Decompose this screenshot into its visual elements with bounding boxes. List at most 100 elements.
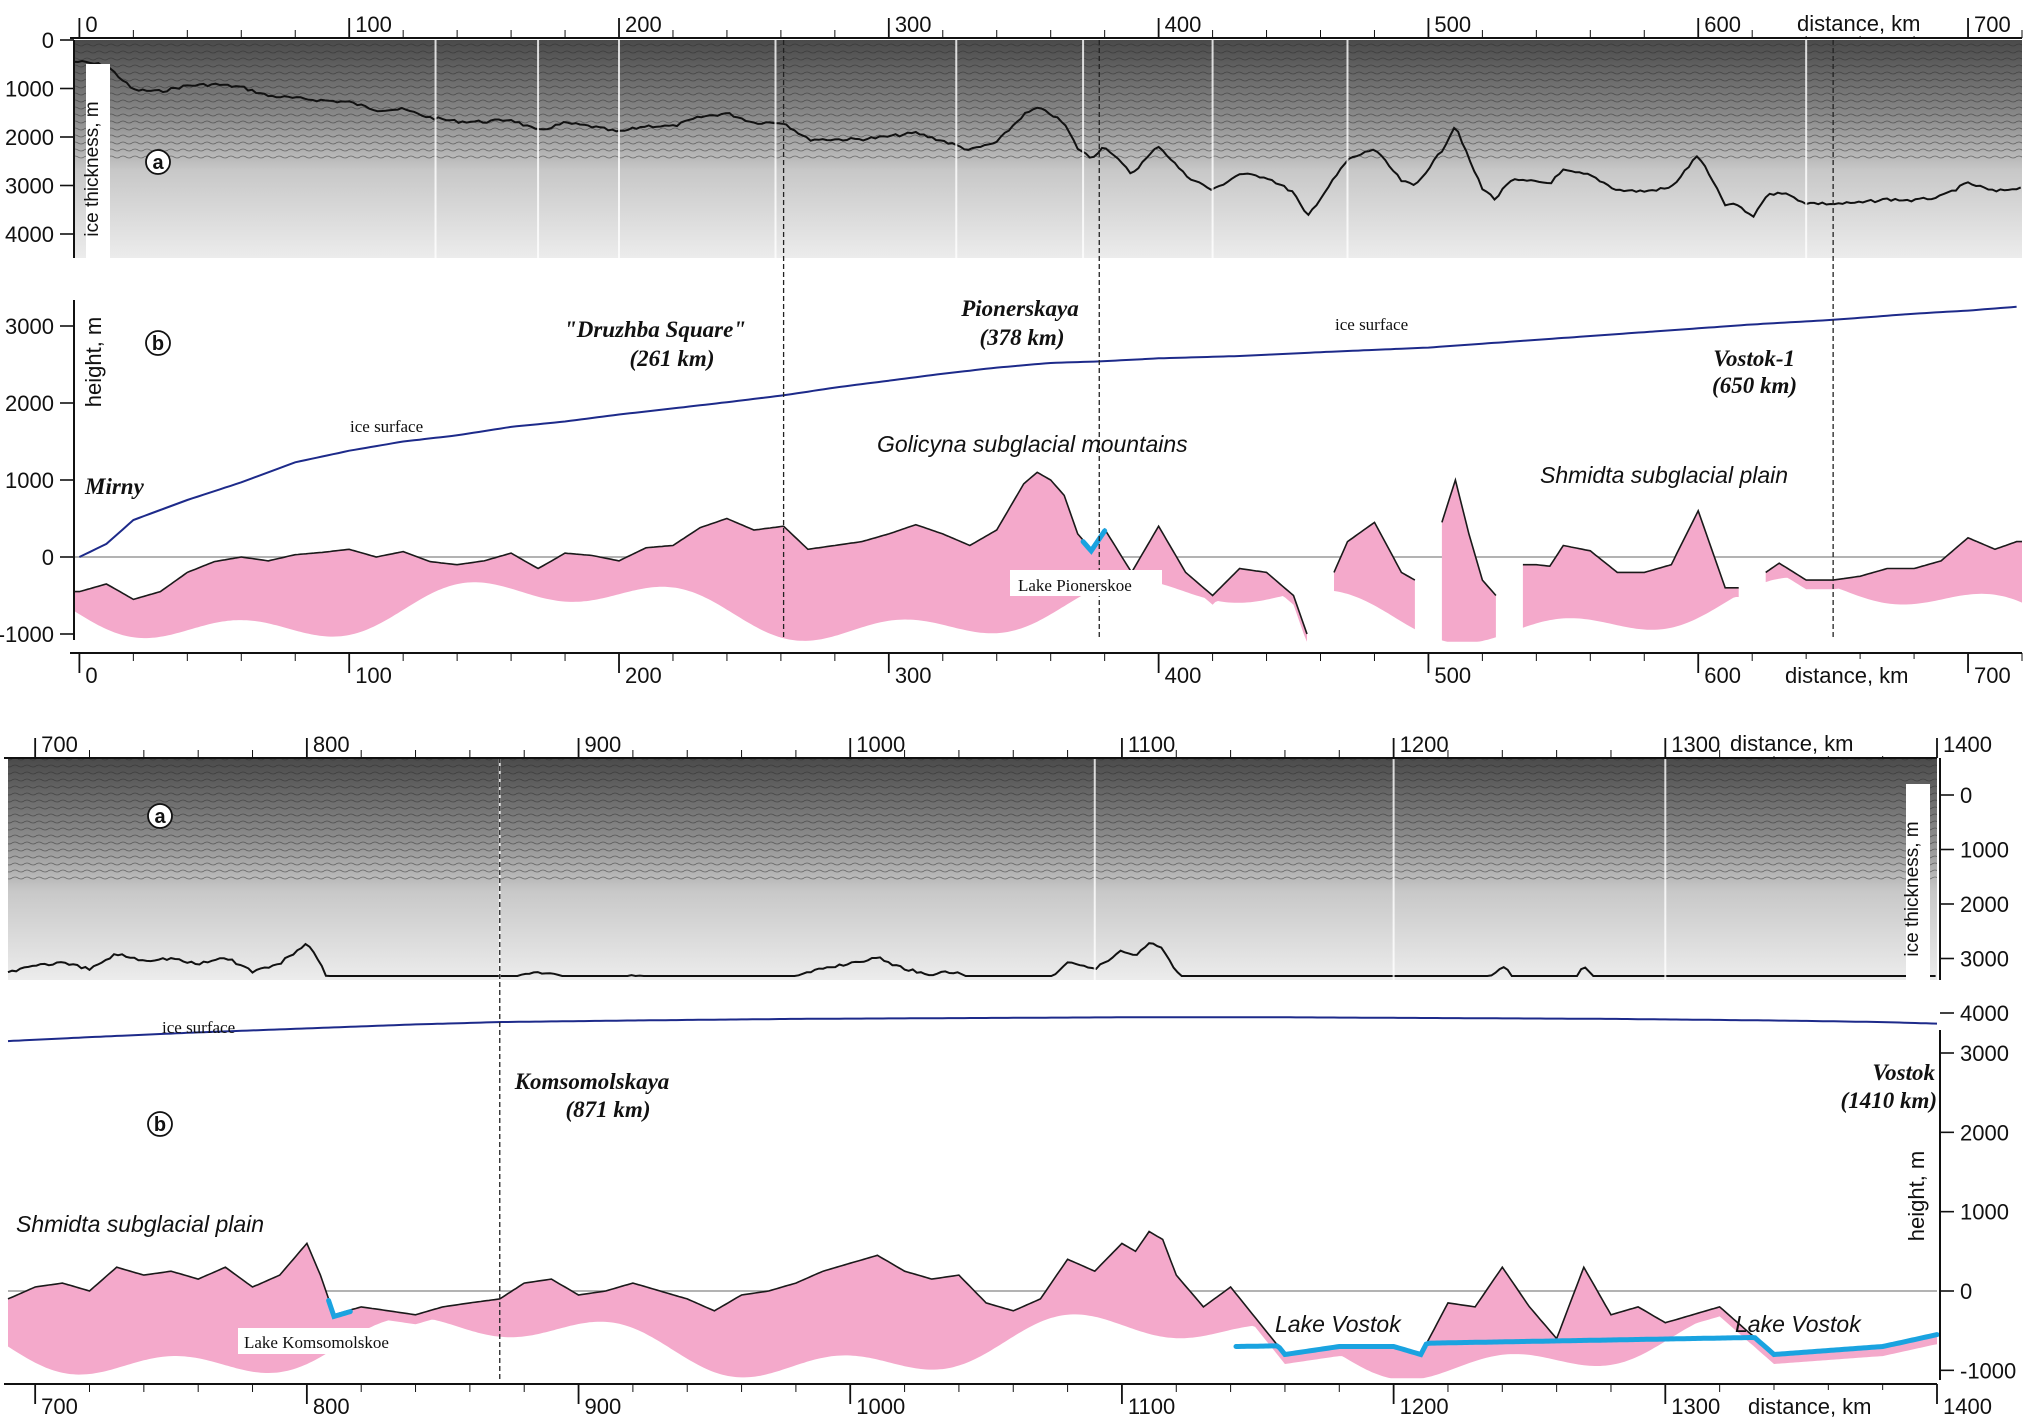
height-axis-label: height, m [81, 317, 106, 408]
height-tick-label: 1000 [1960, 1200, 2009, 1225]
lake-pionerskoe-label: Lake Pionerskoe [1018, 576, 1132, 595]
height-tick-label: -1000 [0, 622, 54, 647]
bottom-x-tick-label: 1400 [1943, 1394, 1992, 1419]
height-tick-label: 3000 [1960, 1041, 2009, 1066]
bottom-x-axis-label: distance, km [1748, 1394, 1872, 1419]
top-x-axis-label: distance, km [1730, 731, 1854, 756]
top-x-tick-label: 600 [1704, 12, 1741, 37]
axes: 0 0 100 100 200 200 300 300 400 400 500 500 600 600 70… [0, 10, 2023, 688]
ice-thickness-label-bg [86, 64, 110, 274]
bottom-x-tick-label: 700 [41, 1394, 78, 1419]
station-vostok-distance: (1410 km) [1841, 1088, 1937, 1113]
top-x-tick-label: 900 [585, 732, 622, 757]
top-x-tick-label: 700 [1974, 12, 2011, 37]
top-x-tick-label: 1000 [856, 732, 905, 757]
station-druzhba: "Druzhba Square" [564, 317, 746, 342]
ice-thickness-tick-label: 4000 [1960, 1001, 2009, 1026]
axes: 700 700 800 800 900 900 1000 1000 1100 1100 1200 12… [4, 730, 2016, 1419]
top-x-tick-label: 100 [355, 12, 392, 37]
subpanel-b-marker-circle [145, 330, 171, 356]
top-x-tick-label: 1300 [1671, 732, 1720, 757]
lake-label-bg [1010, 570, 1162, 596]
top-x-tick-label: 1400 [1943, 732, 1992, 757]
height-tick-label: 3000 [5, 314, 54, 339]
bottom-x-tick-label: 900 [585, 1394, 622, 1419]
bedrock-line [1333, 521, 1416, 581]
station-pionerskaya: Pionerskaya [960, 296, 1079, 321]
bottom-x-axis-label: distance, km [1785, 663, 1909, 688]
bedrock-fill [1334, 522, 1415, 630]
radar-bed-echo [73, 59, 2022, 219]
ice-surface-label: ice surface [1335, 315, 1408, 334]
station-komsomolskaya: Komsomolskaya [514, 1069, 670, 1094]
height-tick-label: 1000 [5, 468, 54, 493]
station-pionerskaya-distance: (378 km) [980, 325, 1065, 350]
region-golicyna: Golicyna subglacial mountains [877, 431, 1188, 457]
radar-layering [8, 758, 1937, 881]
radar-bed-echo [7, 942, 1936, 978]
bottom-x-tick-label: 1000 [856, 1394, 905, 1419]
radar-layering [74, 40, 2022, 160]
ice-thickness-tick-label: 2000 [1960, 892, 2009, 917]
bottom-x-tick-label: 600 [1704, 663, 1741, 688]
bottom-x-tick-label: 200 [625, 663, 662, 688]
top-x-tick-label: 200 [625, 12, 662, 37]
bedrock-fill [1522, 510, 1739, 630]
lake-vostok-label-1: Lake Vostok [1275, 1311, 1402, 1337]
station-komsomolskaya-distance: (871 km) [566, 1097, 651, 1122]
lake-vostok-label-2: Lake Vostok [1735, 1311, 1862, 1337]
bottom-x-tick-label: 1200 [1400, 1394, 1449, 1419]
top-x-tick-label: 1200 [1400, 732, 1449, 757]
station-druzhba-distance: (261 km) [630, 346, 715, 371]
ice-thickness-tick-label: 1000 [5, 77, 54, 102]
height-tick-label: 2000 [5, 391, 54, 416]
station-mirny: Mirny [84, 474, 145, 499]
top-x-tick-label: 500 [1434, 12, 1471, 37]
top-panel: a ice thickness, m b ice surface ice surface… [0, 10, 2023, 688]
bedrock-fill [1441, 480, 1496, 642]
region-shmidta-top: Shmidta subglacial plain [1540, 462, 1788, 488]
bottom-x-tick-label: 300 [895, 663, 932, 688]
bottom-x-tick-label: 1100 [1128, 1394, 1175, 1419]
ice-surface-label: ice surface [162, 1018, 235, 1037]
x-label-bg [1744, 1390, 1912, 1418]
bedrock-fill [1765, 537, 2022, 605]
bedrock-line [1765, 536, 2022, 581]
bottom-x-tick-label: 1300 [1671, 1394, 1720, 1419]
subpanel-b-marker-label: b [152, 333, 164, 355]
radar-subpanel: a ice thickness, m [7, 758, 1937, 994]
ice-thickness-tick-label: 0 [1960, 783, 1972, 808]
subglacial-lake [1080, 528, 1108, 555]
height-tick-label: 0 [42, 545, 54, 570]
subpanel-a-marker-label: a [152, 152, 164, 174]
height-tick-label: 0 [1960, 1279, 1972, 1304]
subglacial-lake [326, 1298, 353, 1320]
subpanel-b-marker-label: b [154, 1114, 166, 1136]
bottom-x-tick-label: 800 [313, 1394, 350, 1419]
bottom-x-tick-label: 0 [85, 663, 97, 688]
subpanel-b-marker-circle [147, 1111, 173, 1137]
height-axis-label: height, m [1904, 1151, 1929, 1242]
top-x-tick-label: 800 [313, 732, 350, 757]
subglacial-lake [1233, 1332, 1940, 1358]
ice-surface-line [7, 1016, 1938, 1043]
x-label-bg [1793, 10, 1961, 36]
bottom-x-tick-label: 500 [1434, 663, 1471, 688]
subpanel-a-marker-circle [145, 149, 171, 175]
ice-thickness-tick-label: 0 [42, 28, 54, 53]
bedrock-line [1441, 477, 1497, 597]
radar-subpanel: a ice thickness, m [73, 40, 2022, 274]
subpanel-a-marker-label: a [154, 806, 166, 828]
station-vostok: Vostok [1872, 1060, 1935, 1085]
x-label-bg [1726, 730, 1894, 756]
profile-subpanel: b ice surface [7, 1016, 1940, 1379]
bottom-x-tick-label: 400 [1165, 663, 1202, 688]
x-label-bg [1781, 659, 1949, 687]
ice-surface-label: ice surface [350, 417, 423, 436]
height-tick-label: -1000 [1960, 1358, 2016, 1383]
ice-thickness-axis-label: ice thickness, m [82, 101, 103, 236]
ice-thickness-tick-label: 4000 [5, 222, 54, 247]
ice-thickness-axis-label: ice thickness, m [1902, 821, 1923, 956]
bedrock-line [1522, 508, 1739, 589]
